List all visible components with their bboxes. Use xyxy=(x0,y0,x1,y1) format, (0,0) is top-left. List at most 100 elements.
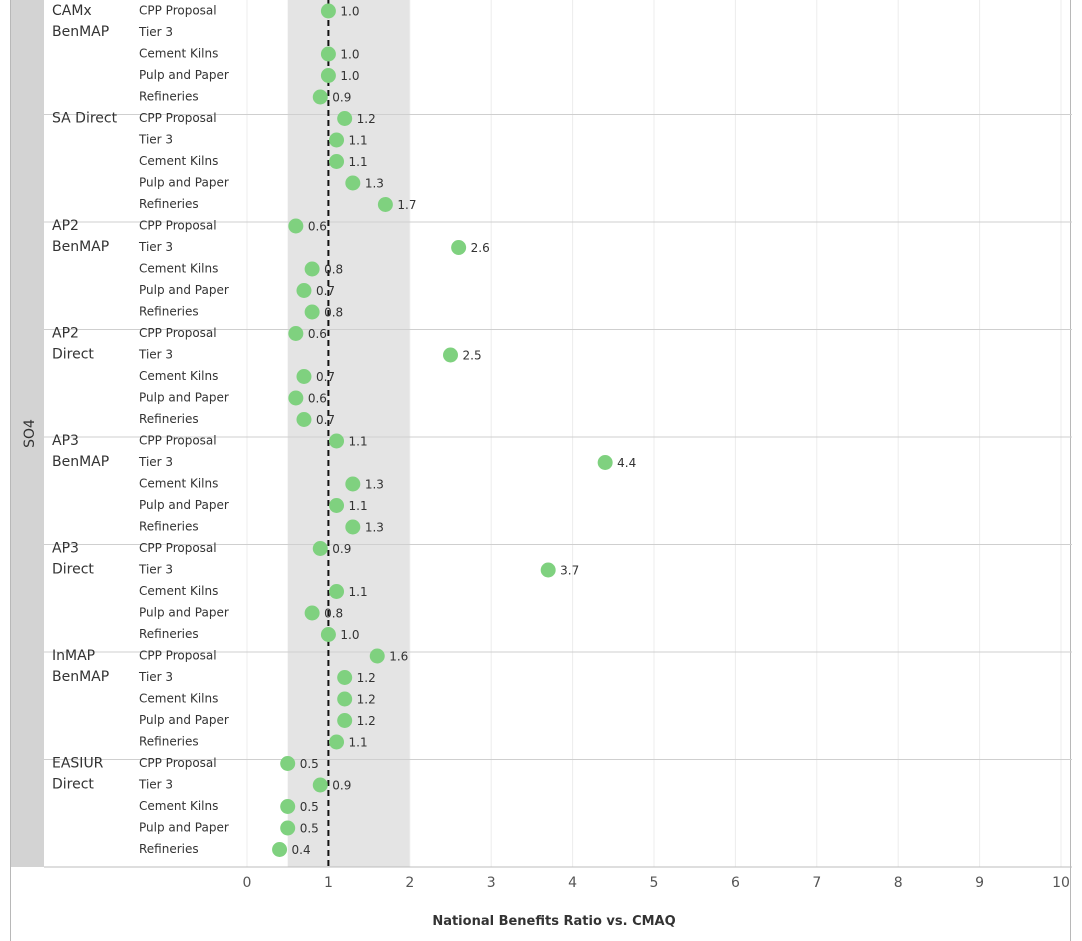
category-label: Refineries xyxy=(139,90,199,104)
data-point xyxy=(320,46,336,62)
data-label: 0.9 xyxy=(332,779,351,793)
category-label: CPP Proposal xyxy=(139,326,217,340)
category-label: Refineries xyxy=(139,627,199,641)
data-label: 1.1 xyxy=(349,499,368,513)
data-point xyxy=(337,691,353,707)
data-label: 0.8 xyxy=(324,306,343,320)
method-label: BenMAP xyxy=(52,454,109,470)
data-label: 0.8 xyxy=(324,263,343,277)
data-label: 1.2 xyxy=(357,693,376,707)
method-label: Direct xyxy=(52,562,94,578)
category-label: Cement Kilns xyxy=(139,477,218,491)
category-label: Tier 3 xyxy=(138,455,173,469)
data-label: 0.5 xyxy=(300,757,319,771)
method-label: InMAP xyxy=(52,648,95,664)
category-label: Cement Kilns xyxy=(139,154,218,168)
data-label: 1.1 xyxy=(349,435,368,449)
category-label: Tier 3 xyxy=(138,240,173,254)
category-label: Tier 3 xyxy=(138,133,173,147)
data-point xyxy=(329,734,345,750)
category-label: Pulp and Paper xyxy=(139,283,229,297)
data-label: 1.0 xyxy=(340,628,359,642)
x-tick-label: 5 xyxy=(650,875,659,891)
category-label: Refineries xyxy=(139,197,199,211)
x-tick-label: 8 xyxy=(894,875,903,891)
data-label: 1.3 xyxy=(365,177,384,191)
data-point xyxy=(280,820,296,836)
data-point xyxy=(320,3,336,19)
data-label: 0.9 xyxy=(332,542,351,556)
chart-frame: SO4 CAMx BenMAP CPP Proposal 1.0 Tier 3 Cement… xyxy=(10,0,1072,941)
data-point xyxy=(296,369,312,384)
method-label: Direct xyxy=(52,777,94,793)
x-tick-label: 7 xyxy=(812,875,821,891)
data-label: 0.7 xyxy=(316,370,335,384)
data-label: 1.0 xyxy=(340,5,359,19)
data-point xyxy=(312,777,328,793)
category-label: Pulp and Paper xyxy=(139,391,229,405)
data-point xyxy=(320,627,336,642)
category-label: Pulp and Paper xyxy=(139,821,229,835)
data-label: 0.4 xyxy=(292,843,311,857)
category-label: Pulp and Paper xyxy=(139,176,229,190)
method-label: BenMAP xyxy=(52,239,109,255)
x-tick-label: 6 xyxy=(731,875,740,891)
data-point xyxy=(304,261,320,277)
data-label: 4.4 xyxy=(617,456,636,470)
data-point xyxy=(280,756,296,771)
data-label: 0.5 xyxy=(300,800,319,814)
data-label: 1.2 xyxy=(357,112,376,126)
data-point xyxy=(369,648,385,664)
category-label: Cement Kilns xyxy=(139,692,218,706)
data-label: 1.3 xyxy=(365,521,384,535)
category-label: Pulp and Paper xyxy=(139,606,229,620)
x-tick-label: 3 xyxy=(487,875,496,891)
data-point xyxy=(304,304,320,320)
data-label: 1.7 xyxy=(397,198,416,212)
x-tick-label: 1 xyxy=(324,875,333,891)
category-label: Pulp and Paper xyxy=(139,68,229,82)
data-label: 1.1 xyxy=(349,155,368,169)
data-label: 1.6 xyxy=(389,650,408,664)
method-label: AP3 xyxy=(52,541,79,557)
data-point xyxy=(296,283,312,298)
method-label: Direct xyxy=(52,347,94,363)
category-label: Cement Kilns xyxy=(139,799,218,813)
category-label: CPP Proposal xyxy=(139,434,217,448)
category-label: Tier 3 xyxy=(138,348,173,362)
data-label: 1.2 xyxy=(357,714,376,728)
category-label: CPP Proposal xyxy=(139,649,217,663)
pollutant-label: SO4 xyxy=(22,419,38,448)
category-label: Tier 3 xyxy=(138,25,173,39)
data-point xyxy=(320,68,336,83)
category-label: Refineries xyxy=(139,305,199,319)
data-point xyxy=(296,412,312,427)
x-tick-label: 9 xyxy=(975,875,984,891)
data-point xyxy=(329,132,345,148)
data-point xyxy=(337,111,353,126)
data-label: 0.7 xyxy=(316,284,335,298)
data-point xyxy=(345,175,361,191)
data-point xyxy=(288,326,304,341)
data-label: 0.8 xyxy=(324,607,343,621)
category-label: Cement Kilns xyxy=(139,47,218,61)
data-point xyxy=(337,670,353,685)
category-label: Refineries xyxy=(139,412,199,426)
category-label: Pulp and Paper xyxy=(139,713,229,727)
category-label: Tier 3 xyxy=(138,563,173,577)
method-label: AP3 xyxy=(52,433,79,449)
x-tick-label: 2 xyxy=(405,875,414,891)
pollutant-strip xyxy=(11,0,44,867)
x-tick-label: 10 xyxy=(1052,875,1070,891)
data-point xyxy=(540,562,556,578)
data-point xyxy=(329,584,345,599)
data-point xyxy=(329,433,345,449)
data-label: 0.6 xyxy=(308,327,327,341)
data-label: 0.5 xyxy=(300,822,319,836)
data-label: 1.1 xyxy=(349,134,368,148)
data-label: 2.5 xyxy=(463,349,482,363)
method-label: AP2 xyxy=(52,326,79,342)
category-label: Refineries xyxy=(139,520,199,534)
x-axis-title: National Benefits Ratio vs. CMAQ xyxy=(432,914,675,929)
category-label: Tier 3 xyxy=(138,778,173,792)
